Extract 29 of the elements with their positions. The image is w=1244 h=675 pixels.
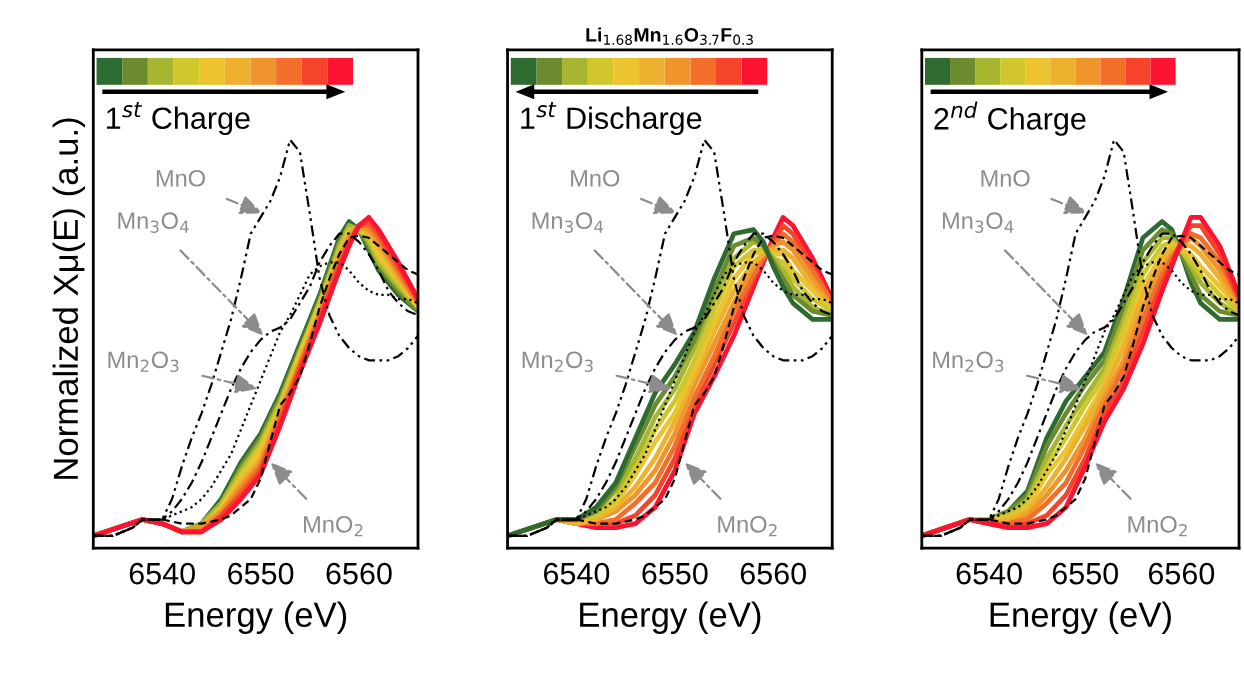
x-axis-title: Energy (eV) bbox=[580, 601, 761, 634]
annotation: Mn$_{2}$O$_{3}$ bbox=[522, 351, 593, 373]
text: 1$^{st}$ Charge bbox=[106, 102, 250, 136]
x-tick-label: 6540 bbox=[129, 562, 195, 585]
annotation: MnO$_{2}$ bbox=[1128, 515, 1187, 537]
x-tick-label: 6540 bbox=[543, 562, 610, 585]
text: 1$^{st}$ Discharge bbox=[521, 102, 702, 136]
annotation: Mn$_{2}$O$_{3}$ bbox=[108, 351, 179, 373]
annotation: MnO$_{2}$ bbox=[304, 515, 363, 537]
annotation: Mn$_{3}$O$_{4}$ bbox=[118, 212, 189, 233]
annotation: MnO$_{2}$ bbox=[718, 515, 777, 537]
chart-title: Li$_{1.68}$Mn$_{1.6}$O$_{3.7}$F$_{0.3}$ bbox=[586, 27, 753, 45]
annotation: MnO bbox=[156, 169, 205, 187]
x-axis-title: Energy (eV) bbox=[165, 601, 347, 634]
x-tick-label: 6550 bbox=[228, 562, 294, 585]
x-tick-label: 6560 bbox=[326, 562, 392, 585]
annotation: MnO bbox=[981, 169, 1030, 187]
y-axis-title: Normalized Xμ(E) (a.u.) bbox=[52, 118, 85, 479]
text: 2$^{nd}$ Charge bbox=[934, 101, 1086, 136]
annotation: MnO bbox=[571, 169, 620, 187]
x-tick-label: 6550 bbox=[642, 562, 708, 585]
x-tick-label: 6540 bbox=[956, 562, 1022, 585]
x-tick-label: 6560 bbox=[740, 562, 806, 585]
x-axis-title: Energy (eV) bbox=[990, 601, 1171, 634]
x-tick-label: 6550 bbox=[1052, 562, 1119, 585]
annotation: Mn$_{3}$O$_{4}$ bbox=[942, 212, 1014, 233]
x-tick-label: 6560 bbox=[1148, 562, 1215, 585]
annotation: Mn$_{2}$O$_{3}$ bbox=[933, 351, 1004, 373]
annotation: Mn$_{3}$O$_{4}$ bbox=[532, 212, 604, 233]
